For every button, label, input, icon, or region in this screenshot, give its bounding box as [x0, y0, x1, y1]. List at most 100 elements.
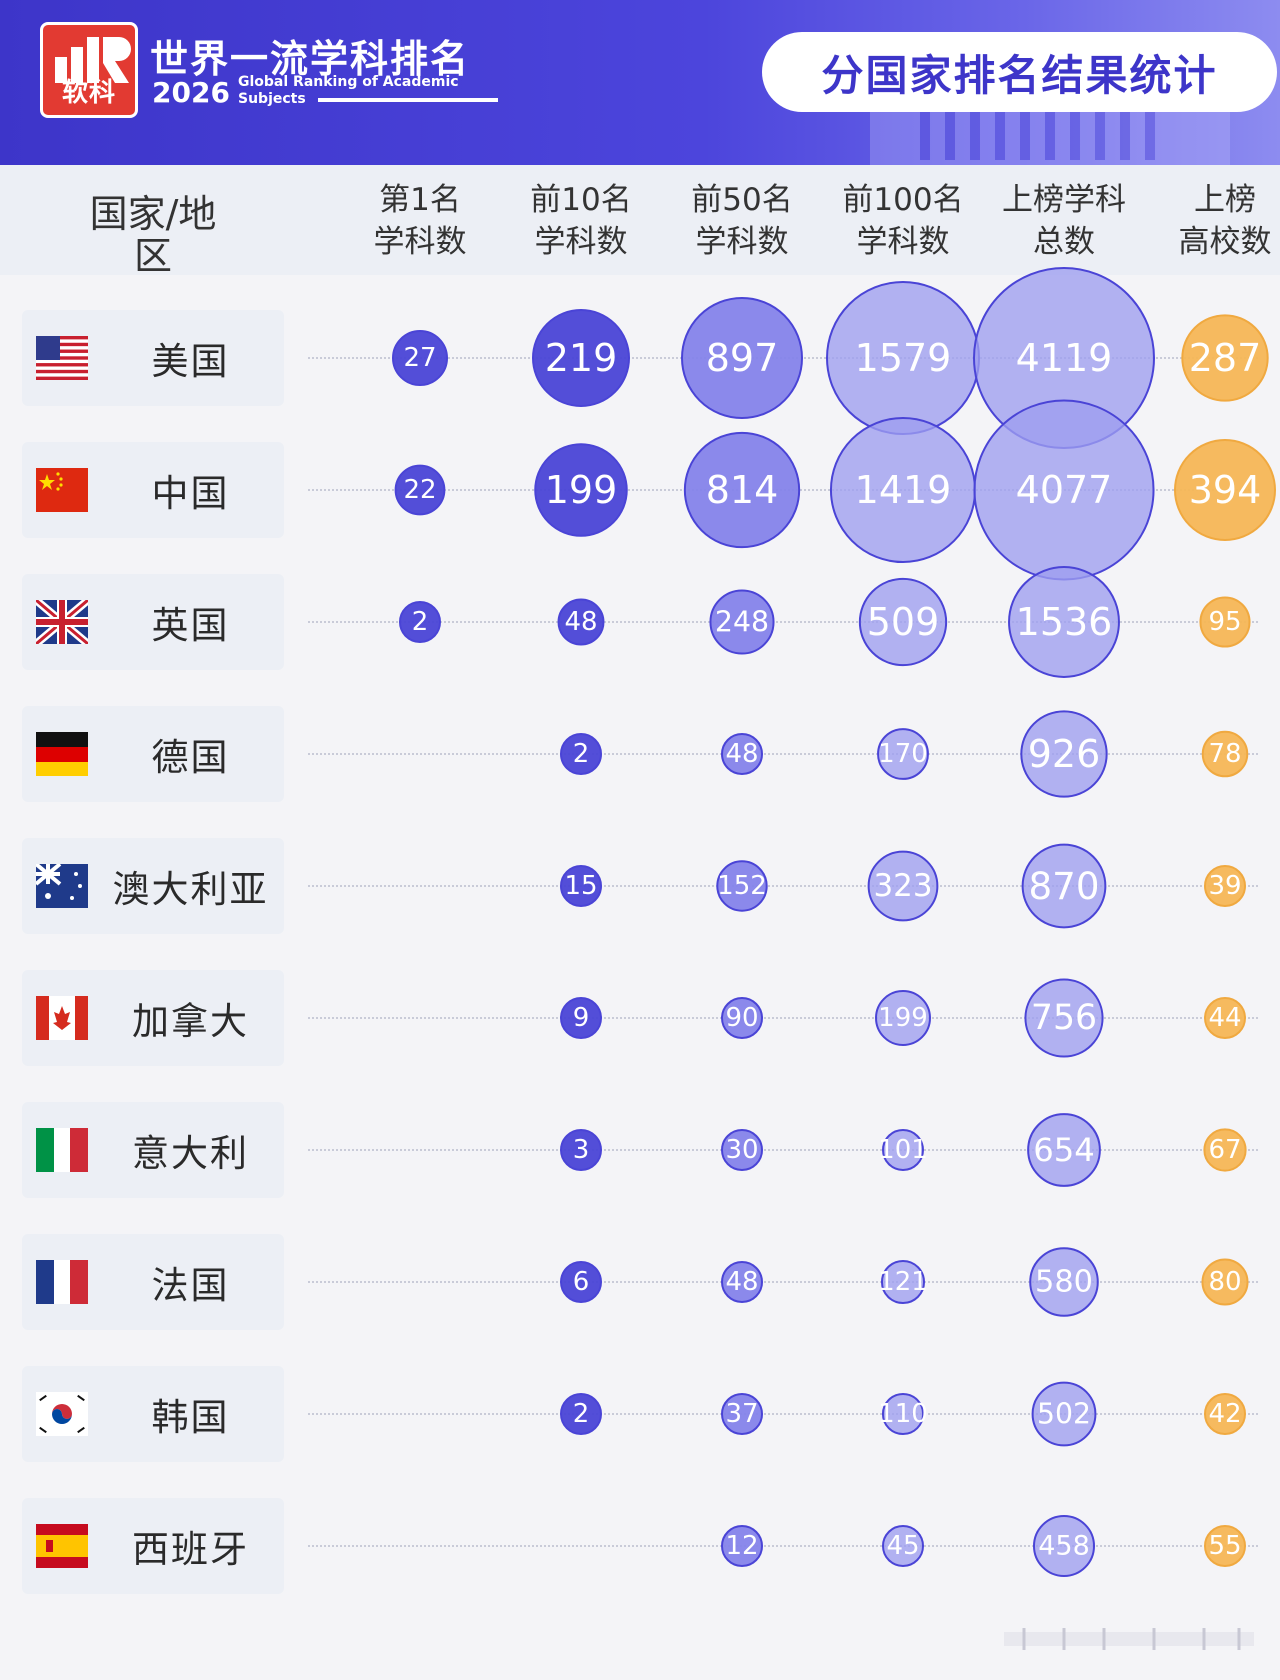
logo-bars-icon	[55, 37, 131, 83]
bubble-label: 4077	[1016, 468, 1113, 512]
country-cell: 澳大利亚	[22, 838, 284, 934]
bubble-label: 45	[886, 1531, 919, 1561]
bubble-mark	[1031, 1381, 1097, 1447]
country-cell: 英国	[22, 574, 284, 670]
country-name: 德国	[151, 736, 230, 779]
country-name: 韩国	[151, 1396, 230, 1439]
column-header-country: 国家/地区	[89, 192, 217, 278]
bubble-mark	[1020, 710, 1108, 798]
bubble-label: 48	[725, 1267, 758, 1297]
bubble-label: 3	[573, 1135, 590, 1165]
page-title: 分国家排名结果统计	[762, 32, 1277, 112]
column-header-top50: 前50名 学科数	[691, 182, 793, 260]
bubble-label: 170	[878, 739, 928, 769]
bubble-mark	[557, 598, 605, 646]
country-name: 英国	[151, 604, 230, 647]
country-cell: 中国	[22, 442, 284, 538]
es-flag-icon	[36, 1524, 88, 1568]
country-cell: 意大利	[22, 1102, 284, 1198]
bubble-mark	[1204, 1525, 1246, 1567]
ranking-title-en: Global Ranking of Academic Subjects	[238, 74, 459, 107]
column-header-rank1: 第1名 学科数	[373, 182, 467, 260]
bubble-label: 814	[706, 468, 779, 512]
bubble-label: 110	[878, 1399, 928, 1429]
country-cell: 西班牙	[22, 1498, 284, 1594]
column-header-top10: 前10名 学科数	[530, 182, 632, 260]
kr-flag-icon	[36, 1392, 88, 1436]
it-flag-icon	[36, 1128, 88, 1172]
cn-flag-icon	[36, 468, 88, 512]
table-row: 韩国	[0, 1348, 1280, 1480]
bubble-mark	[721, 997, 763, 1039]
bubble-mark	[392, 330, 448, 386]
bubble-mark	[1199, 596, 1251, 648]
bubble-label: 654	[1033, 1131, 1095, 1169]
bubble-label: 152	[717, 871, 767, 901]
table-row: 西班牙	[0, 1480, 1280, 1612]
bubble-mark	[709, 589, 775, 655]
column-header-top100: 前100名 学科数	[842, 182, 964, 260]
bubble-mark	[534, 443, 628, 537]
bubble-label: 199	[878, 1003, 928, 1033]
bubble-label: 30	[725, 1135, 758, 1165]
country-name: 西班牙	[132, 1528, 249, 1571]
bubble-label: 219	[545, 336, 618, 380]
country-name: 澳大利亚	[112, 868, 269, 911]
bubble-label: 248	[715, 606, 769, 639]
header-banner: 软科 世界一流学科排名 2026 Global Ranking of Acade…	[0, 0, 1280, 165]
bubble-mark	[721, 1129, 763, 1171]
row-divider	[308, 1413, 1258, 1415]
bubble-label: 39	[1208, 871, 1241, 901]
bubble-mark	[560, 1393, 602, 1435]
table-row: 法国	[0, 1216, 1280, 1348]
bubble-label: 394	[1189, 468, 1262, 512]
bubble-mark	[1201, 1258, 1249, 1306]
bubble-label: 509	[867, 600, 940, 644]
bubble-mark	[683, 431, 801, 549]
bubble-label: 9	[573, 1003, 590, 1033]
ca-flag-icon	[36, 996, 88, 1040]
bubble-mark	[867, 850, 939, 922]
bubble-mark	[721, 1525, 763, 1567]
bubble-label: 15	[564, 871, 597, 901]
column-header-total-subjects: 上榜学科 总数	[1002, 182, 1126, 260]
bubble-mark	[858, 577, 948, 667]
table-row: 加拿大	[0, 952, 1280, 1084]
bubble-label: 48	[564, 607, 597, 637]
bubble-mark	[1008, 566, 1120, 678]
bubble-label: 22	[403, 475, 436, 505]
bubble-label: 870	[1028, 864, 1099, 908]
bubble-label: 580	[1035, 1265, 1093, 1300]
bubble-mark	[681, 297, 803, 419]
bubble-mark	[721, 1393, 763, 1435]
bubble-label: 67	[1208, 1135, 1241, 1165]
bubble-label: 12	[725, 1531, 758, 1561]
bubble-label: 199	[545, 468, 618, 512]
country-name: 美国	[151, 340, 230, 383]
bubble-mark	[560, 1129, 602, 1171]
bubble-label: 458	[1038, 1531, 1090, 1562]
bubble-mark	[721, 1261, 763, 1303]
au-flag-icon	[36, 864, 88, 908]
country-name: 法国	[151, 1264, 230, 1307]
shanghairanking-logo: 软科	[40, 22, 138, 118]
bubble-mark	[1204, 865, 1246, 907]
fr-flag-icon	[36, 1260, 88, 1304]
country-name: 意大利	[132, 1132, 249, 1175]
bubble-label: 2	[412, 607, 429, 637]
table-row: 德国	[0, 688, 1280, 820]
gb-flag-icon	[36, 600, 88, 644]
bubble-mark	[1203, 1128, 1247, 1172]
ranking-title: 世界一流学科排名	[150, 37, 471, 81]
bubble-label: 55	[1208, 1531, 1241, 1561]
bubble-mark	[882, 1129, 924, 1171]
bubble-label: 78	[1208, 739, 1241, 769]
bubble-label: 80	[1208, 1267, 1241, 1297]
table-row: 英国	[0, 556, 1280, 688]
bubble-label: 287	[1189, 336, 1262, 380]
title-underline	[318, 98, 498, 102]
bubble-label: 42	[1208, 1399, 1241, 1429]
bubble-label: 926	[1028, 732, 1101, 776]
bubble-label: 2	[573, 1399, 590, 1429]
